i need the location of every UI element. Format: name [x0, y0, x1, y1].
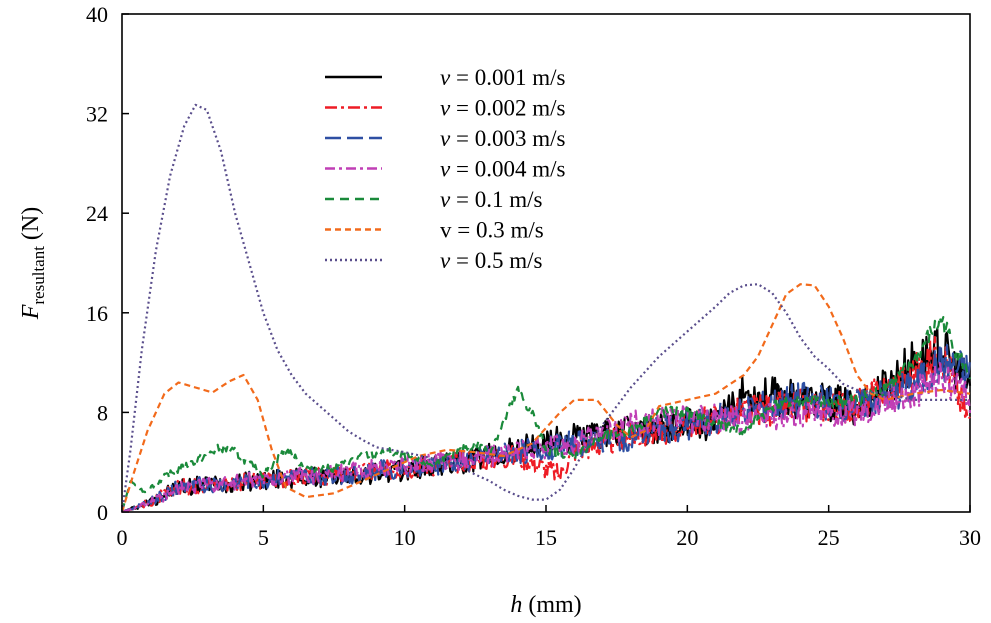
x-axis-label: h (mm) [510, 592, 581, 618]
legend-label-text: = 0.002 m/s [450, 96, 565, 121]
series-layer [120, 103, 972, 514]
y-axis-unit: (N) [18, 207, 44, 240]
y-tick-label: 40 [86, 2, 108, 27]
x-tick-label: 25 [818, 525, 840, 550]
y-tick-label: 8 [97, 400, 108, 425]
y-axis-subscript: resultant [29, 246, 48, 305]
x-axis: 0 5 10 15 20 25 30 [117, 505, 981, 550]
legend-label: v = 0.5 m/s [440, 248, 542, 273]
legend-label: v = 0.004 m/s [440, 157, 565, 182]
x-tick-label: 0 [117, 525, 128, 550]
x-axis-variable: h [510, 592, 522, 618]
legend-label: v = 0.003 m/s [440, 126, 565, 151]
series-line [121, 361, 972, 514]
series-line [120, 283, 971, 513]
x-axis-unit: (mm) [528, 592, 581, 618]
y-tick-label: 16 [86, 301, 108, 326]
legend-label-text: = 0.004 m/s [450, 157, 565, 182]
x-tick-label: 5 [258, 525, 269, 550]
legend-label: v = 0.3 m/s [440, 218, 544, 243]
legend-label: v = 0.001 m/s [440, 65, 565, 90]
legend-label-text: = 0.5 m/s [450, 248, 542, 273]
legend: v = 0.001 m/sv = 0.002 m/sv = 0.003 m/sv… [325, 65, 565, 273]
y-tick-label: 0 [97, 500, 108, 525]
y-axis-variable: F [18, 304, 44, 320]
x-tick-label: 10 [394, 525, 416, 550]
x-tick-label: 15 [535, 525, 557, 550]
legend-label-text: = 0.1 m/s [450, 187, 542, 212]
legend-label: v = 0.1 m/s [440, 187, 542, 212]
legend-label-text: = 0.001 m/s [450, 65, 565, 90]
legend-label: v = 0.002 m/s [440, 96, 565, 121]
x-tick-label: 20 [676, 525, 698, 550]
legend-label-variable: v [440, 126, 451, 151]
legend-label-text: = 0.003 m/s [450, 126, 565, 151]
legend-label-variable: v [440, 187, 451, 212]
series-line [121, 336, 971, 514]
legend-label-variable: v [440, 157, 451, 182]
legend-label-text: v = 0.3 m/s [440, 218, 544, 243]
legend-label-variable: v [440, 248, 451, 273]
y-axis-label: Fresultant (N) [18, 207, 48, 321]
y-tick-label: 32 [86, 102, 108, 127]
series-line [120, 315, 972, 513]
y-axis: 0 8 16 24 32 40 [86, 2, 129, 525]
legend-label-variable: v [440, 65, 451, 90]
y-tick-label: 24 [86, 201, 108, 226]
x-tick-label: 30 [959, 525, 981, 550]
legend-label-variable: v [440, 96, 451, 121]
